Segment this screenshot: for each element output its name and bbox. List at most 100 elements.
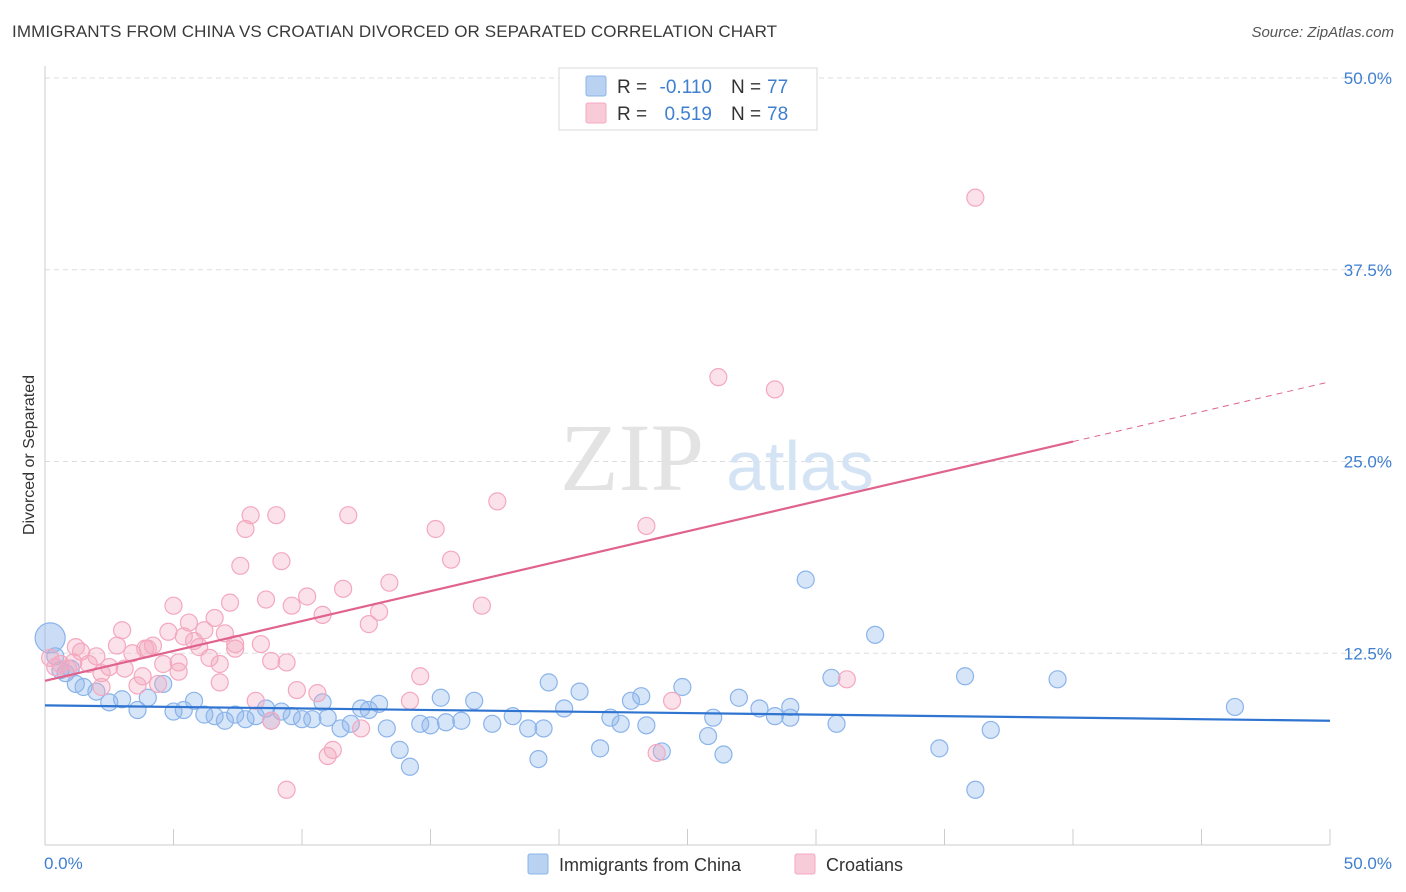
point-china-0 xyxy=(34,622,66,654)
watermark-atlas: atlas xyxy=(726,427,874,505)
point-china-60 xyxy=(698,726,718,746)
point-croatians-72 xyxy=(169,662,188,681)
point-china-26 xyxy=(292,710,312,729)
point-china-30 xyxy=(331,719,350,738)
point-china-34 xyxy=(370,694,389,713)
point-croatians-67 xyxy=(765,380,784,399)
legend-swatch-1 xyxy=(585,102,607,124)
trend-line-1 xyxy=(44,440,1074,682)
point-croatians-19 xyxy=(154,654,173,674)
point-china-70 xyxy=(827,714,846,733)
point-china-65 xyxy=(765,707,784,726)
tick-labels: 12.5% 25.0% 37.5% 50.0% 0.0% 50.0% xyxy=(44,69,1392,873)
point-croatians-57 xyxy=(400,691,420,710)
point-croatians-23 xyxy=(174,627,193,646)
point-croatians-45 xyxy=(287,680,306,700)
point-croatians-68 xyxy=(837,670,856,689)
point-croatians-75 xyxy=(133,667,152,686)
point-croatians-28 xyxy=(200,648,219,667)
point-croatians-8 xyxy=(92,677,111,697)
legend-r-value-1: 0.519 xyxy=(664,104,712,125)
point-croatians-62 xyxy=(488,492,507,511)
y-tick-label-0: 12.5% xyxy=(1344,644,1392,663)
point-croatians-20 xyxy=(159,622,178,641)
bottom-legend-label-0: Immigrants from China xyxy=(559,855,742,875)
point-croatians-51 xyxy=(334,579,353,598)
legend-swatch-0 xyxy=(585,75,607,97)
point-croatians-50 xyxy=(323,740,342,759)
point-china-59 xyxy=(673,677,692,697)
point-croatians-7 xyxy=(87,647,106,666)
bottom-legend-label-1: Croatians xyxy=(826,855,903,875)
point-croatians-60 xyxy=(441,550,461,569)
legend: R = -0.110 N = 77 R = 0.519 N = 78 xyxy=(558,67,818,131)
point-croatians-21 xyxy=(164,596,183,615)
point-china-9 xyxy=(112,690,132,709)
bottom-legend-swatch-1 xyxy=(794,853,816,875)
point-croatians-65 xyxy=(662,691,682,710)
point-china-47 xyxy=(529,749,548,769)
point-china-44 xyxy=(483,714,502,733)
point-croatians-66 xyxy=(709,368,728,387)
chart-source: Source: ZipAtlas.com xyxy=(1251,24,1394,41)
trend-line-0 xyxy=(44,704,1331,722)
point-china-75 xyxy=(981,720,1000,740)
point-croatians-71 xyxy=(210,673,229,692)
axes: Divorced or Separated xyxy=(21,66,1331,846)
point-china-15 xyxy=(184,691,204,710)
legend-r-label-1: R = xyxy=(617,104,647,125)
point-china-50 xyxy=(555,699,574,718)
x-tick-label-0: 0.0% xyxy=(44,854,83,873)
point-croatians-24 xyxy=(179,613,199,632)
x-tick-label-1: 50.0% xyxy=(1344,854,1392,873)
y-tick-label-1: 25.0% xyxy=(1344,453,1392,472)
legend-r-label-0: R = xyxy=(617,77,647,98)
point-china-53 xyxy=(601,708,620,727)
point-china-77 xyxy=(1225,697,1245,717)
point-croatians-41 xyxy=(267,506,286,525)
point-croatians-58 xyxy=(411,667,430,686)
point-croatians-30 xyxy=(210,654,229,674)
legend-n-value-1: 78 xyxy=(767,104,788,125)
point-china-56 xyxy=(632,687,651,706)
point-china-12 xyxy=(154,674,173,694)
point-china-36 xyxy=(390,740,409,759)
point-china-42 xyxy=(452,711,471,730)
trend-lines xyxy=(44,381,1331,722)
point-croatians-53 xyxy=(352,719,371,738)
point-croatians-61 xyxy=(472,596,491,615)
point-china-43 xyxy=(465,691,484,710)
point-croatians-69 xyxy=(966,188,985,207)
point-croatians-43 xyxy=(277,653,296,672)
point-croatians-63 xyxy=(637,516,656,536)
point-croatians-55 xyxy=(370,602,389,621)
point-china-14 xyxy=(174,700,193,720)
point-china-74 xyxy=(966,780,985,799)
legend-r-value-0: -0.110 xyxy=(660,77,712,98)
point-china-41 xyxy=(436,713,456,732)
point-china-69 xyxy=(822,668,841,687)
point-croatians-38 xyxy=(251,634,270,654)
point-china-35 xyxy=(377,719,396,738)
point-china-31 xyxy=(341,714,360,733)
watermark: ZIP atlas xyxy=(560,404,874,511)
point-china-57 xyxy=(637,716,656,735)
point-china-67 xyxy=(781,697,800,717)
legend-n-value-0: 77 xyxy=(767,77,788,98)
point-china-20 xyxy=(236,710,255,729)
point-croatians-32 xyxy=(220,593,240,612)
trend-line-extension-1 xyxy=(1072,381,1331,443)
point-croatians-40 xyxy=(262,711,281,730)
point-croatians-27 xyxy=(195,621,214,640)
point-croatians-64 xyxy=(647,743,666,763)
point-croatians-70 xyxy=(277,780,296,799)
legend-n-label-0: N = xyxy=(731,77,761,98)
point-china-61 xyxy=(704,708,723,727)
y-axis-title: Divorced or Separated xyxy=(21,375,38,535)
point-china-18 xyxy=(215,711,234,730)
point-croatians-42 xyxy=(272,552,291,571)
watermark-zip: ZIP xyxy=(560,404,704,511)
point-croatians-29 xyxy=(205,608,224,628)
point-croatians-36 xyxy=(241,506,260,525)
